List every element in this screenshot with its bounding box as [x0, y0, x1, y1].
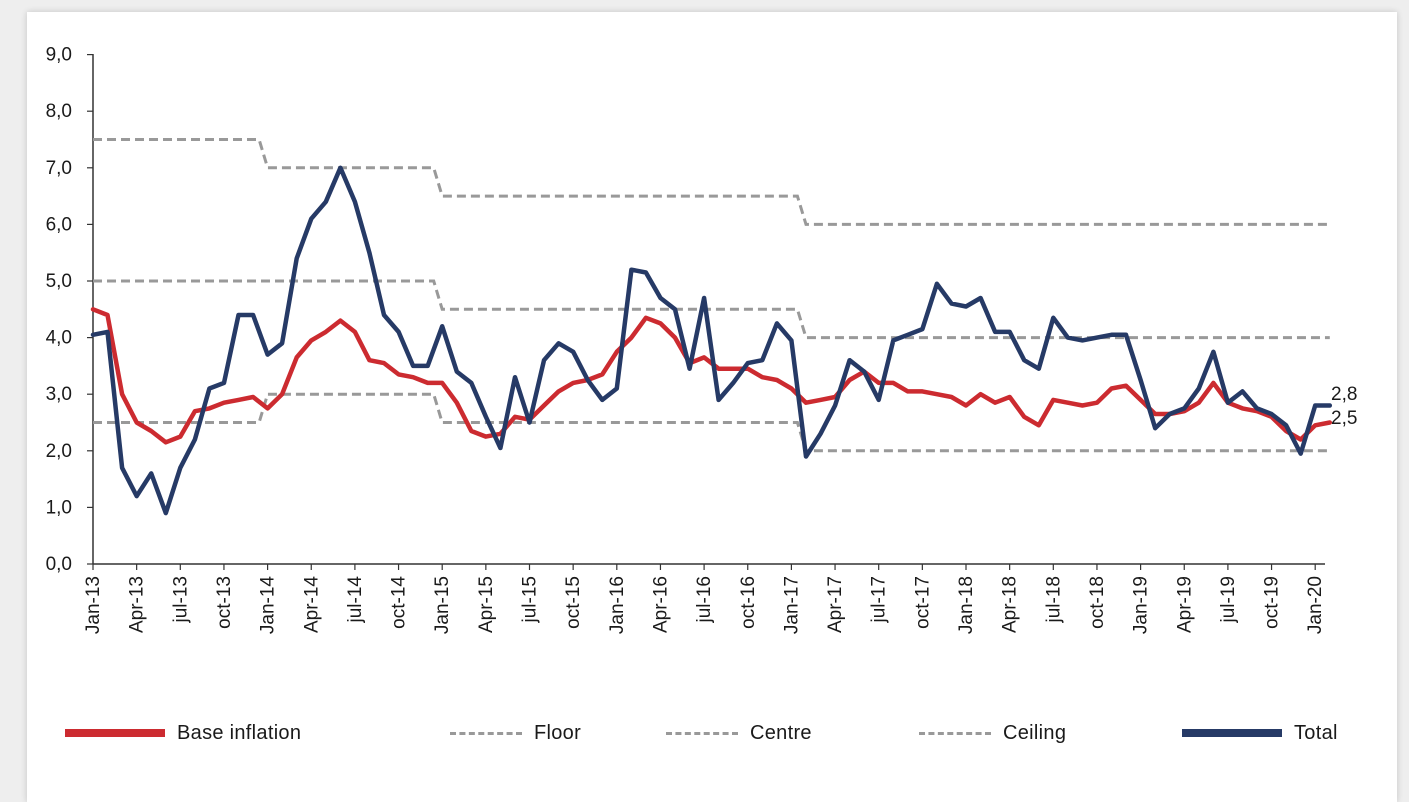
total-inflation-line — [90, 165, 1333, 516]
legend-label-floor: Floor — [534, 721, 582, 744]
x-tick-label: jul-16 — [694, 576, 715, 623]
band-line-floor — [93, 392, 1330, 453]
legend-swatch-ceiling — [919, 731, 991, 735]
x-tick-label: jul-18 — [1043, 576, 1064, 623]
y-tick-label: 3,0 — [46, 384, 72, 405]
end-value-labels: 2,8 2,5 — [1331, 384, 1357, 429]
chart-panel — [27, 12, 1397, 802]
chart-axes: 0,0 1,0 2,0 3,0 4,0 5,0 6,0 7,0 8,0 9,0 Jan-13 Apr-… — [46, 45, 1327, 635]
x-tick-label: jul-19 — [1218, 576, 1239, 623]
target-band-lines — [93, 138, 1330, 453]
x-tick-label: Jan-15 — [432, 576, 453, 634]
y-tick-label: 6,0 — [46, 214, 72, 235]
legend-swatch-base-inflation — [65, 729, 165, 737]
x-tick-label: jul-17 — [869, 576, 890, 623]
x-tick-label: Apr-15 — [476, 576, 497, 633]
x-tick-label: Apr-14 — [301, 576, 322, 633]
x-tick-label: Apr-18 — [1000, 576, 1021, 633]
x-tick-label: Jan-14 — [258, 576, 279, 635]
inflation-line-chart: 0,0 1,0 2,0 3,0 4,0 5,0 6,0 7,0 8,0 9,0 Jan-13 Apr-… — [46, 45, 1358, 635]
x-tick-label: Jan-20 — [1305, 576, 1326, 634]
legend-label-base-inflation: Base inflation — [177, 721, 302, 744]
base-end-label: 2,5 — [1331, 408, 1357, 429]
y-tick-label: 9,0 — [46, 45, 72, 66]
x-tick-label: jul-14 — [345, 576, 366, 624]
legend-swatch-total — [1182, 729, 1282, 737]
legend-swatch-floor — [450, 731, 522, 735]
x-tick-label: Apr-13 — [127, 576, 148, 633]
x-tick-label: Jan-17 — [781, 576, 802, 634]
x-tick-label: oct-19 — [1262, 576, 1283, 629]
y-tick-label: 5,0 — [46, 271, 72, 292]
x-tick-label: jul-13 — [170, 576, 191, 623]
x-tick-label: Apr-16 — [650, 576, 671, 633]
x-tick-label: Jan-13 — [83, 576, 104, 634]
legend-item-ceiling: Ceiling — [919, 718, 1066, 748]
y-tick-label: 2,0 — [46, 441, 72, 462]
x-tick-label: oct-16 — [738, 576, 759, 629]
x-tick-label: Jan-18 — [956, 576, 977, 634]
total-end-label: 2,8 — [1331, 384, 1357, 405]
x-tick-label: oct-14 — [389, 576, 410, 629]
chart-legend: Base inflation Floor Centre Ceiling Tota… — [0, 718, 1409, 758]
x-tick-label: Jan-16 — [607, 576, 628, 634]
x-tick-label: oct-17 — [912, 576, 933, 629]
legend-label-ceiling: Ceiling — [1003, 721, 1067, 744]
legend-item-total: Total — [1182, 718, 1338, 748]
y-tick-label: 7,0 — [46, 158, 72, 179]
x-tick-label: oct-15 — [563, 576, 584, 629]
legend-item-base-inflation: Base inflation — [65, 718, 301, 748]
x-tick-label: Apr-19 — [1174, 576, 1195, 633]
legend-item-centre: Centre — [666, 718, 812, 748]
band-line-centre — [93, 279, 1330, 340]
x-tick-label: Apr-17 — [825, 576, 846, 633]
band-line-ceiling — [93, 138, 1330, 226]
legend-label-centre: Centre — [750, 721, 812, 744]
legend-swatch-centre — [666, 731, 738, 735]
x-tick-label: jul-15 — [520, 576, 541, 623]
legend-label-total: Total — [1294, 721, 1338, 744]
y-tick-label: 4,0 — [46, 328, 72, 349]
legend-item-floor: Floor — [450, 718, 581, 748]
y-tick-label: 0,0 — [46, 554, 72, 575]
x-tick-label: Jan-19 — [1131, 576, 1152, 634]
y-tick-label: 8,0 — [46, 101, 72, 122]
x-tick-label: oct-18 — [1087, 576, 1108, 629]
x-tick-label: oct-13 — [214, 576, 235, 629]
series-lines — [90, 165, 1333, 516]
y-tick-label: 1,0 — [46, 497, 72, 518]
